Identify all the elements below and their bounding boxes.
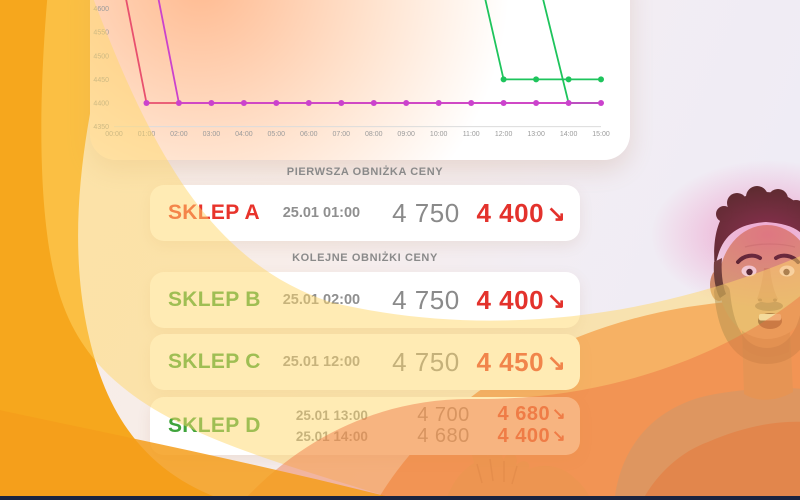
svg-text:13:00: 13:00 bbox=[527, 131, 545, 138]
svg-text:4400: 4400 bbox=[93, 101, 109, 108]
svg-text:08:00: 08:00 bbox=[365, 131, 383, 138]
svg-text:4450: 4450 bbox=[93, 77, 109, 84]
new-prices: 4 680 ↘ 4 400 ↘ bbox=[498, 404, 568, 448]
shop-row-a: SKLEP A 25.01 01:00 4 750 4 400 ↘ bbox=[150, 185, 580, 241]
svg-text:01:00: 01:00 bbox=[138, 131, 156, 138]
new-price: 4 400 bbox=[476, 284, 545, 315]
new-price-cell: 4 400 ↘ bbox=[476, 198, 568, 229]
svg-text:05:00: 05:00 bbox=[268, 131, 286, 138]
svg-text:04:00: 04:00 bbox=[235, 131, 253, 138]
price-date: 25.01 01:00 bbox=[282, 205, 361, 221]
drop-arrow-icon: ↘ bbox=[547, 200, 566, 226]
shop-name: SKLEP C bbox=[168, 350, 261, 373]
price-date: 25.01 12:00 bbox=[282, 354, 361, 370]
svg-text:03:00: 03:00 bbox=[203, 131, 221, 138]
shop-name: SKLEP D bbox=[168, 414, 261, 437]
shop-name: SKLEP A bbox=[168, 201, 260, 224]
new-price-line: 4 400 ↘ bbox=[498, 426, 566, 448]
drop-arrow-icon: ↘ bbox=[552, 428, 566, 445]
svg-text:4500: 4500 bbox=[93, 53, 109, 60]
price-date: 25.01 13:00 bbox=[295, 408, 368, 423]
drop-arrow-icon: ↘ bbox=[547, 287, 566, 313]
section-header-first-drop: PIERWSZA OBNIŻKA CENY bbox=[286, 166, 444, 178]
svg-text:00:00: 00:00 bbox=[105, 131, 123, 138]
svg-text:4550: 4550 bbox=[93, 30, 109, 37]
price-date: 25.01 14:00 bbox=[295, 429, 368, 444]
old-price: 4 700 bbox=[417, 404, 470, 426]
svg-text:11:00: 11:00 bbox=[463, 131, 480, 138]
old-price: 4 750 bbox=[392, 284, 460, 315]
new-price: 4 400 bbox=[497, 425, 551, 447]
old-price: 4 750 bbox=[392, 197, 460, 228]
svg-text:14:00: 14:00 bbox=[560, 131, 578, 138]
new-price: 4 680 bbox=[497, 403, 551, 425]
svg-text:09:00: 09:00 bbox=[397, 131, 415, 138]
drop-arrow-icon: ↘ bbox=[547, 349, 566, 375]
new-price: 4 450 bbox=[476, 346, 545, 377]
shop-row-b: SKLEP B 25.01 02:00 4 750 4 400 ↘ bbox=[150, 272, 580, 328]
new-price-cell: 4 400 ↘ bbox=[476, 285, 568, 316]
svg-text:12:00: 12:00 bbox=[495, 131, 513, 138]
chart-card: 4350440044504500455046004650470000:0001:… bbox=[90, 0, 630, 160]
new-price-cell: 4 450 ↘ bbox=[476, 347, 568, 378]
old-price: 4 750 bbox=[392, 346, 460, 377]
svg-text:02:00: 02:00 bbox=[170, 131, 188, 138]
old-prices: 4 700 4 680 bbox=[389, 405, 497, 447]
svg-text:07:00: 07:00 bbox=[333, 131, 351, 138]
new-price: 4 400 bbox=[476, 197, 545, 228]
svg-text:06:00: 06:00 bbox=[300, 131, 318, 138]
new-price-line: 4 680 ↘ bbox=[498, 404, 566, 426]
svg-text:15:00: 15:00 bbox=[592, 131, 610, 138]
price-dates: 25.01 13:00 25.01 14:00 bbox=[274, 405, 389, 447]
old-price: 4 680 bbox=[417, 425, 470, 447]
svg-text:10:00: 10:00 bbox=[430, 131, 448, 138]
section-header-next-drops: KOLEJNE OBNIŻKI CENY bbox=[292, 252, 438, 264]
shop-row-d: SKLEP D 25.01 13:00 25.01 14:00 4 700 4 … bbox=[150, 397, 580, 455]
price-history-chart: 4350440044504500455046004650470000:0001:… bbox=[93, 0, 610, 138]
shop-name: SKLEP B bbox=[168, 288, 261, 311]
svg-text:4600: 4600 bbox=[93, 6, 109, 13]
shop-row-c: SKLEP C 25.01 12:00 4 750 4 450 ↘ bbox=[150, 334, 580, 390]
drop-arrow-icon: ↘ bbox=[552, 406, 566, 423]
price-date: 25.01 02:00 bbox=[282, 292, 361, 308]
